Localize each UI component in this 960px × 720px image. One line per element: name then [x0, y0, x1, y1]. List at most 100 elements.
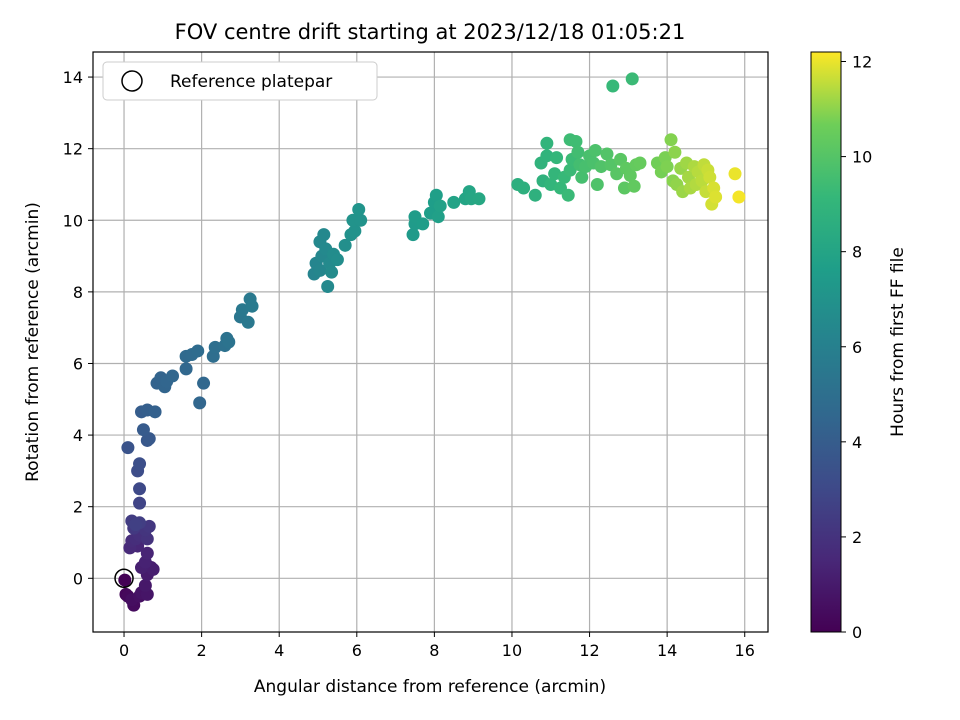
- x-tick-label: 8: [429, 641, 439, 660]
- x-tick-label: 4: [274, 641, 284, 660]
- data-point: [610, 167, 624, 181]
- y-tick-label: 12: [63, 140, 83, 159]
- data-point: [338, 238, 352, 252]
- data-point: [129, 518, 143, 532]
- data-point: [241, 315, 255, 329]
- colorbar-tick-label: 12: [852, 53, 872, 72]
- x-tick-label: 2: [197, 641, 207, 660]
- legend-reference-marker: [121, 70, 143, 92]
- legend-box: [102, 61, 378, 101]
- data-point: [348, 224, 362, 238]
- x-tick-label: 16: [735, 641, 755, 660]
- y-tick-label: 14: [63, 68, 83, 87]
- data-point: [517, 181, 531, 195]
- data-point: [317, 228, 331, 242]
- data-point: [321, 280, 335, 294]
- data-point: [138, 578, 152, 592]
- data-point: [623, 169, 637, 183]
- chart-title: FOV centre drift starting at 2023/12/18 …: [175, 20, 686, 44]
- axis-ticks: 0 2 4 6 8 10 12 14 16 0 2 4 6 8 10 12 14: [63, 68, 755, 660]
- legend-entry-reference: Reference platepar: [170, 72, 332, 92]
- data-point: [313, 263, 327, 277]
- colorbar: 0 2 4 6 8 10 12 Hours from first FF file: [810, 51, 908, 642]
- data-points: [114, 72, 746, 612]
- data-point: [193, 396, 207, 410]
- data-point: [416, 217, 430, 231]
- data-point: [431, 210, 445, 224]
- y-tick-label: 6: [73, 354, 83, 373]
- grid: [93, 52, 768, 632]
- data-point: [222, 335, 236, 349]
- data-point: [528, 188, 542, 202]
- data-point: [208, 340, 222, 354]
- data-point: [472, 192, 486, 206]
- colorbar-tick-label: 10: [852, 148, 872, 167]
- x-tick-label: 0: [119, 641, 129, 660]
- data-point: [140, 546, 154, 560]
- data-point: [561, 188, 575, 202]
- colorbar-tick-label: 6: [852, 338, 862, 357]
- x-tick-label: 12: [579, 641, 599, 660]
- data-point: [148, 405, 162, 419]
- data-point: [447, 195, 461, 209]
- data-point: [668, 145, 682, 159]
- data-point: [354, 213, 368, 227]
- data-point: [166, 369, 180, 383]
- data-point: [660, 160, 674, 174]
- data-point: [590, 177, 604, 191]
- data-point: [133, 482, 147, 496]
- data-point: [571, 145, 585, 159]
- data-point: [625, 72, 639, 86]
- data-point: [429, 188, 443, 202]
- data-point: [563, 163, 577, 177]
- y-tick-label: 2: [73, 498, 83, 517]
- colorbar-gradient: [810, 51, 842, 633]
- data-point: [433, 199, 447, 213]
- data-point: [709, 190, 723, 204]
- y-tick-label: 0: [73, 569, 83, 588]
- data-point: [575, 170, 589, 184]
- data-point: [703, 170, 717, 184]
- data-point: [245, 299, 259, 313]
- data-point: [191, 344, 205, 358]
- data-point: [325, 265, 339, 279]
- legend: Reference platepar: [102, 61, 378, 101]
- y-tick-label: 8: [73, 283, 83, 302]
- data-point: [540, 136, 554, 150]
- x-axis-label: Angular distance from reference (arcmin): [254, 677, 606, 697]
- data-point: [627, 179, 641, 193]
- colorbar-tick-label: 8: [852, 243, 862, 262]
- data-point: [664, 133, 678, 147]
- data-point: [594, 160, 608, 174]
- colorbar-tick-label: 0: [852, 623, 862, 642]
- y-tick-label: 4: [73, 426, 83, 445]
- x-tick-label: 10: [502, 641, 522, 660]
- plot-frame: [92, 51, 769, 633]
- reference-platepar-marker: [114, 568, 134, 589]
- data-point: [133, 457, 147, 471]
- x-tick-label: 6: [352, 641, 362, 660]
- data-point: [569, 135, 583, 149]
- data-point: [728, 167, 742, 181]
- data-point: [550, 151, 564, 165]
- data-point: [197, 376, 211, 390]
- data-point: [606, 79, 620, 93]
- colorbar-label: Hours from first FF file: [888, 247, 908, 437]
- data-point: [179, 362, 193, 376]
- colorbar-tick-label: 2: [852, 528, 862, 547]
- y-axis-label: Rotation from reference (arcmin): [23, 202, 43, 482]
- data-point: [133, 496, 147, 510]
- data-point: [600, 147, 614, 161]
- data-point: [406, 228, 420, 242]
- data-point: [732, 190, 746, 204]
- x-tick-label: 14: [657, 641, 677, 660]
- y-tick-label: 10: [63, 211, 83, 230]
- data-point: [588, 143, 602, 157]
- colorbar-tick-label: 4: [852, 433, 862, 452]
- data-point: [633, 156, 647, 170]
- data-point: [330, 253, 344, 267]
- data-point: [118, 573, 132, 587]
- data-point: [352, 203, 366, 217]
- data-point: [121, 441, 135, 455]
